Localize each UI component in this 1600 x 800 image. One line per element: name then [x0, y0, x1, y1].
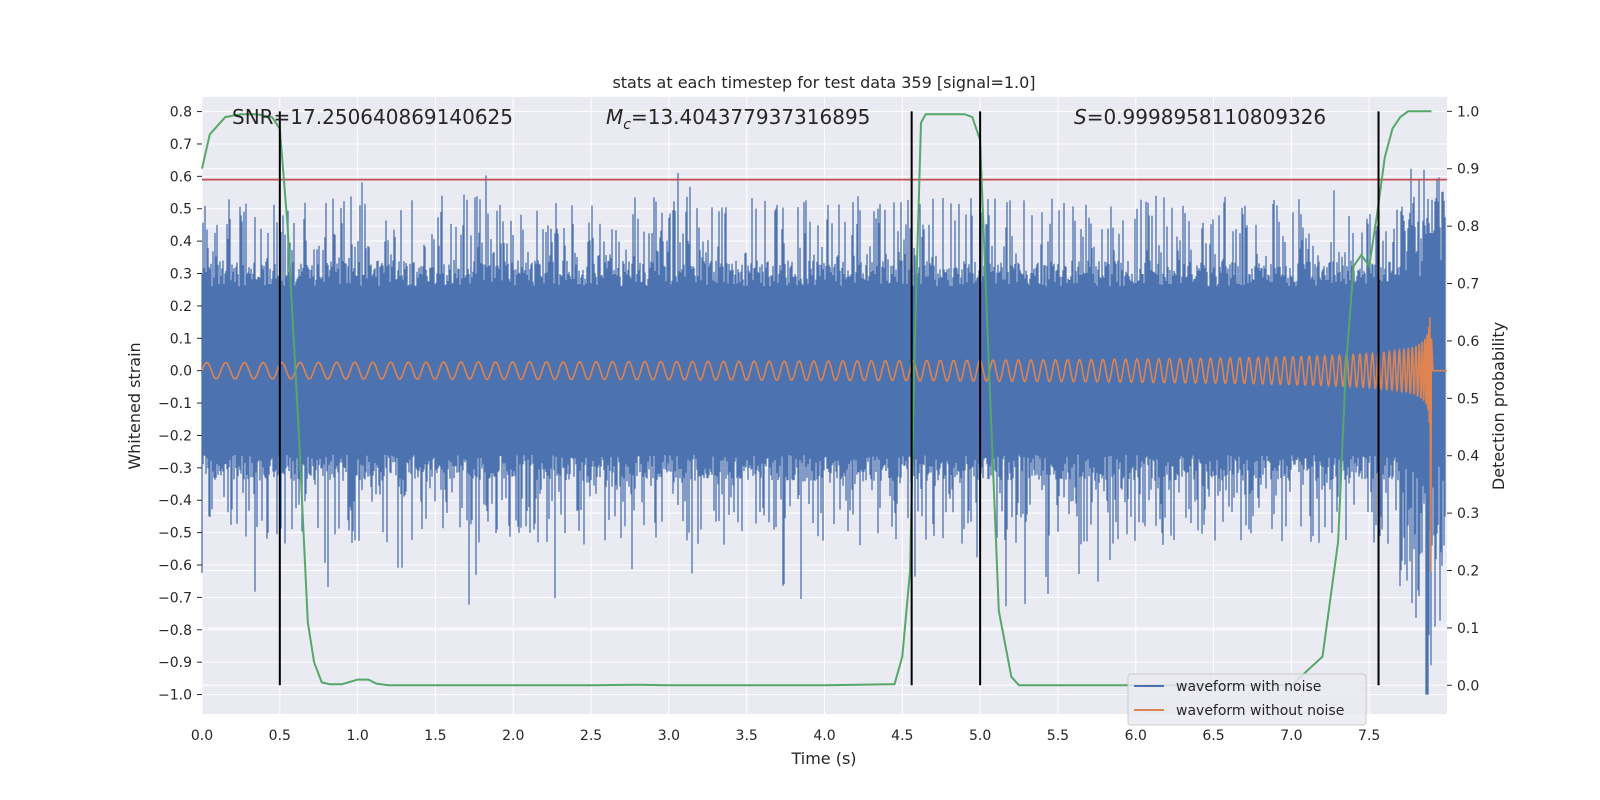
x-tick-label: 6.0	[1125, 728, 1147, 744]
y2-tick-label: 1.0	[1457, 104, 1479, 120]
y-tick-label: 0.1	[170, 331, 192, 347]
y-tick-label: −1.0	[158, 688, 192, 704]
x-tick-label: 0.0	[191, 728, 213, 744]
y2-tick-label: 0.4	[1457, 449, 1479, 465]
y-tick-label: 0.8	[170, 105, 192, 121]
y-tick-label: −0.5	[158, 526, 192, 542]
x-tick-label: 5.5	[1047, 728, 1069, 744]
y2-tick-label: 0.6	[1457, 334, 1479, 350]
y2-tick-label: 0.7	[1457, 277, 1479, 293]
x-tick-label: 3.0	[658, 728, 680, 744]
score-value: =0.9998958110809326	[1087, 105, 1326, 129]
y2-tick-label: 0.2	[1457, 564, 1479, 580]
x-axis-ticks: 0.0 0.5 1.0 1.5 2.0 2.5 3.0 3.5 4.0 4.5 5.0 5.5 6.0 6…	[191, 728, 1380, 744]
y-tick-label: 0.2	[170, 299, 192, 315]
snr-annotation: SNR=17.250640869140625	[232, 105, 513, 129]
clean-waveform-path	[201, 316, 1447, 572]
x-tick-label: 4.5	[891, 728, 913, 744]
x-tick-label: 2.0	[502, 728, 524, 744]
y-tick-label: −0.1	[158, 396, 192, 412]
x-tick-label: 2.5	[580, 728, 602, 744]
y-tick-label: −0.4	[158, 493, 192, 509]
x-tick-label: 5.0	[969, 728, 991, 744]
y2-tick-label: 0.1	[1457, 621, 1479, 637]
y-tick-label: 0.7	[170, 137, 192, 153]
legend-label-clean: waveform without noise	[1176, 703, 1344, 719]
series-waveform-without-noise	[201, 316, 1447, 572]
y-tick-label: −0.6	[158, 558, 192, 574]
y2-tick-label: 0.5	[1457, 391, 1479, 407]
score-symbol: S	[1074, 105, 1087, 129]
legend-box	[1127, 673, 1367, 726]
x-tick-label: 1.0	[346, 728, 368, 744]
x-tick-label: 3.5	[736, 728, 758, 744]
y2-tick-label: 0.8	[1457, 219, 1479, 235]
legend-label-noise: waveform with noise	[1176, 679, 1321, 695]
y2-tick-label: 0.3	[1457, 506, 1479, 522]
y-tick-label: −0.8	[158, 623, 192, 639]
y-axis-ticks: 0.8 0.7 0.6 0.5 0.4 0.3 0.2 0.1 0.0 −0.1 −0.2 −0.3 −…	[158, 105, 202, 704]
probability-line-path	[201, 110, 1432, 687]
y-axis-label: Whitened strain	[125, 342, 144, 469]
series-detection-probability	[201, 110, 1432, 687]
y-tick-label: 0.4	[170, 234, 192, 250]
x-tick-label: 0.5	[269, 728, 291, 744]
x-tick-label: 4.0	[813, 728, 835, 744]
y2-axis-ticks: 1.0 0.9 0.8 0.7 0.6 0.5 0.4 0.3 0.2 0.1 0.0	[1447, 104, 1479, 694]
detection-markers	[278, 111, 1380, 686]
y-tick-label: −0.9	[158, 655, 192, 671]
x-tick-label: 7.0	[1280, 728, 1302, 744]
legend: waveform with noise waveform without noi…	[1127, 673, 1367, 726]
y-tick-label: −0.7	[158, 590, 192, 606]
y2-tick-label: 0.9	[1457, 162, 1479, 178]
chart-title: stats at each timestep for test data 359…	[612, 73, 1035, 92]
x-tick-label: 1.5	[424, 728, 446, 744]
y-tick-label: 0.6	[170, 169, 192, 185]
y-tick-label: −0.2	[158, 428, 192, 444]
x-tick-label: 6.5	[1202, 728, 1224, 744]
y2-axis-label: Detection probability	[1489, 322, 1508, 490]
y-tick-label: 0.0	[170, 364, 192, 380]
chirp-mass-annotation: Mc=13.404377937316895	[606, 105, 870, 133]
chirp-mass-value: =13.404377937316895	[631, 105, 870, 129]
x-axis-label: Time (s)	[790, 749, 856, 768]
chirp-mass-subscript: c	[623, 117, 631, 133]
chirp-mass-symbol: M	[606, 105, 623, 129]
y-tick-label: 0.5	[170, 202, 192, 218]
x-tick-label: 7.5	[1358, 728, 1380, 744]
y-tick-label: 0.3	[170, 267, 192, 283]
y-tick-label: −0.3	[158, 461, 192, 477]
score-annotation: S=0.9998958110809326	[1074, 105, 1326, 129]
y2-tick-label: 0.0	[1457, 678, 1479, 694]
